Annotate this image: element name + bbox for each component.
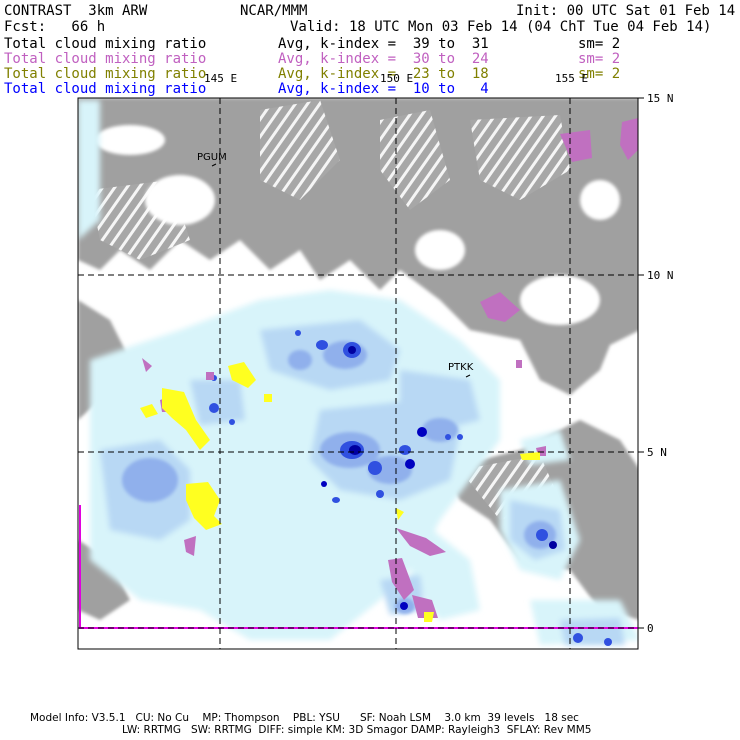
field-1-avg: Avg, k-index = 39 to 31 [278,36,489,52]
yellow-cloud-patches [140,362,540,622]
field-2-sm: sm= 2 [578,51,621,67]
lon-label-145: 145 E [204,72,238,85]
lat-label-0: 0 [647,622,654,635]
field-4-avg: Avg, k-index = 10 to 4 [278,81,489,97]
forecast-hour: Fcst: 66 h [4,19,106,35]
model-info-line-2: LW: RRTMG SW: RRTMG DIFF: simple KM: 3D … [122,724,592,736]
lat-label-10n: 10 N [647,269,674,282]
lat-label-5n: 5 N [647,446,667,459]
field-4-name: Total cloud mixing ratio [4,81,207,97]
station-label-pgum: PGUM [197,152,227,163]
lon-label-150: 150 E [380,72,414,85]
station-label-ptkk: PTKK [448,362,474,373]
field-2-name: Total cloud mixing ratio [4,51,207,67]
field-3-sm: sm= 2 [578,66,621,82]
station-marker-pgum [211,163,217,167]
model-info-line-1: Model Info: V3.5.1 CU: No Cu MP: Thompso… [30,712,579,724]
field-3-avg: Avg, k-index = 23 to 18 [278,66,489,82]
field-3-name: Total cloud mixing ratio [4,66,207,82]
model-title: CONTRAST 3km ARW [4,3,148,19]
map-frame [77,97,639,650]
lat-label-15n: 15 N [647,92,674,105]
station-markers [211,163,471,378]
valid-time: Valid: 18 UTC Mon 03 Feb 14 (04 ChT Tue … [290,19,712,35]
field-1-name: Total cloud mixing ratio [4,36,207,52]
source-title: NCAR/MMM [240,3,308,19]
field-1-sm: sm= 2 [578,36,621,52]
tick-marks [638,97,644,629]
init-time: Init: 00 UTC Sat 01 Feb 14 [516,3,736,19]
field-2-avg: Avg, k-index = 30 to 24 [278,51,489,67]
lon-label-155: 155 E [555,72,589,85]
station-marker-ptkk [465,374,471,378]
